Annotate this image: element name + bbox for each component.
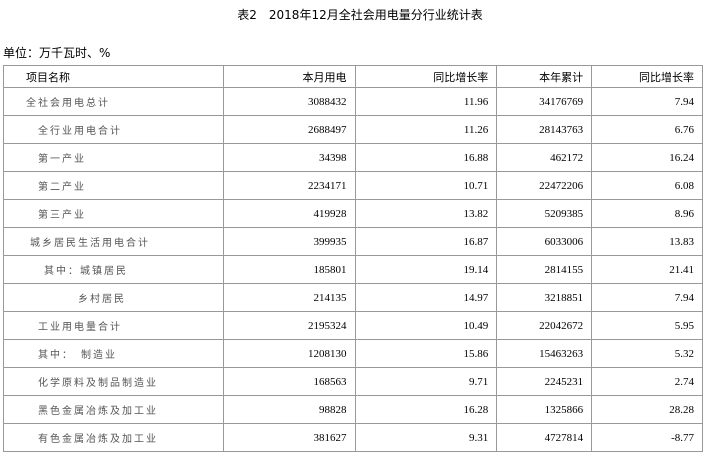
table-row: 第三产业 419928 13.82 5209385 8.96 <box>3 199 703 228</box>
table-row: 其中：城镇居民 185801 19.14 2814155 21.41 <box>3 255 703 284</box>
cell: 2245231 <box>496 367 593 396</box>
row-label: 工业用电量合计 <box>3 311 224 340</box>
header-row: 项目名称 本月用电 同比增长率 本年累计 同比增长率 <box>3 65 703 88</box>
cell: 399935 <box>222 227 356 256</box>
table-head: 项目名称 本月用电 同比增长率 本年累计 同比增长率 <box>3 65 703 88</box>
cell: 7.94 <box>591 283 703 312</box>
cell: 34398 <box>222 143 356 172</box>
cell: 462172 <box>496 143 593 172</box>
row-label: 城乡居民生活用电合计 <box>3 227 224 256</box>
cell: 15.86 <box>354 339 498 368</box>
table-row: 工业用电量合计 2195324 10.49 22042672 5.95 <box>3 311 703 340</box>
cell: 3218851 <box>496 283 593 312</box>
cell: 22472206 <box>496 171 593 200</box>
row-label: 有色金属冶炼及加工业 <box>3 423 224 452</box>
cell: 2195324 <box>222 311 356 340</box>
cell: 5.32 <box>591 339 703 368</box>
cell: 7.94 <box>591 87 703 116</box>
table-row: 黑色金属冶炼及加工业 98828 16.28 1325866 28.28 <box>3 395 703 424</box>
title: 表2 2018年12月全社会用电量分行业统计表 <box>237 8 483 22</box>
cell: 14.97 <box>354 283 498 312</box>
cell: 2.74 <box>591 367 703 396</box>
cell: 2234171 <box>222 171 356 200</box>
row-label: 第二产业 <box>3 171 224 200</box>
cell: 15463263 <box>496 339 593 368</box>
cell: 2688497 <box>222 115 356 144</box>
column-header: 同比增长率 <box>354 65 498 88</box>
cell: 16.24 <box>591 143 703 172</box>
cell: 13.82 <box>354 199 498 228</box>
cell: 381627 <box>222 423 356 452</box>
cell: 2814155 <box>496 255 593 284</box>
row-label: 化学原料及制品制造业 <box>3 367 224 396</box>
cell: 6.76 <box>591 115 703 144</box>
cell: 16.88 <box>354 143 498 172</box>
row-label: 全行业用电合计 <box>3 115 224 144</box>
cell: 11.96 <box>354 87 498 116</box>
cell: 11.26 <box>354 115 498 144</box>
cell: 98828 <box>222 395 356 424</box>
cell: 34176769 <box>496 87 593 116</box>
cell: 5.95 <box>591 311 703 340</box>
cell: 5209385 <box>496 199 593 228</box>
table-row: 城乡居民生活用电合计 399935 16.87 6033006 13.83 <box>3 227 703 256</box>
cell: 16.28 <box>354 395 498 424</box>
unit-label: 单位：万千瓦时、% <box>3 46 111 60</box>
table-row: 乡村居民 214135 14.97 3218851 7.94 <box>3 283 703 312</box>
row-label: 乡村居民 <box>3 283 224 312</box>
cell: 214135 <box>222 283 356 312</box>
cell: -8.77 <box>591 423 703 452</box>
cell: 22042672 <box>496 311 593 340</box>
row-label: 第三产业 <box>3 199 224 228</box>
table-row: 第二产业 2234171 10.71 22472206 6.08 <box>3 171 703 200</box>
cell: 10.71 <box>354 171 498 200</box>
cell: 1325866 <box>496 395 593 424</box>
column-header: 本月用电 <box>222 65 356 88</box>
table-row: 化学原料及制品制造业 168563 9.71 2245231 2.74 <box>3 367 703 396</box>
cell: 16.87 <box>354 227 498 256</box>
cell: 28.28 <box>591 395 703 424</box>
table-row: 第一产业 34398 16.88 462172 16.24 <box>3 143 703 172</box>
cell: 10.49 <box>354 311 498 340</box>
column-header: 本年累计 <box>496 65 593 88</box>
table-row: 其中： 制造业 1208130 15.86 15463263 5.32 <box>3 339 703 368</box>
column-header: 项目名称 <box>3 65 224 88</box>
table: 项目名称 本月用电 同比增长率 本年累计 同比增长率 全社会用电总计 3088432 11.… <box>3 65 703 452</box>
cell: 21.41 <box>591 255 703 284</box>
cell: 19.14 <box>354 255 498 284</box>
row-label: 黑色金属冶炼及加工业 <box>3 395 224 424</box>
cell: 4727814 <box>496 423 593 452</box>
cell: 6033006 <box>496 227 593 256</box>
cell: 185801 <box>222 255 356 284</box>
row-label: 其中：城镇居民 <box>3 255 224 284</box>
table-row: 全社会用电总计 3088432 11.96 34176769 7.94 <box>3 87 703 116</box>
column-header: 同比增长率 <box>591 65 703 88</box>
cell: 1208130 <box>222 339 356 368</box>
table-body: 全社会用电总计 3088432 11.96 34176769 7.94 全行业用电合计 26… <box>3 87 703 452</box>
row-label: 全社会用电总计 <box>3 87 224 116</box>
cell: 9.31 <box>354 423 498 452</box>
cell: 13.83 <box>591 227 703 256</box>
table-row: 全行业用电合计 2688497 11.26 28143763 6.76 <box>3 115 703 144</box>
cell: 9.71 <box>354 367 498 396</box>
table-row: 有色金属冶炼及加工业 381627 9.31 4727814 -8.77 <box>3 423 703 452</box>
cell: 419928 <box>222 199 356 228</box>
row-label: 第一产业 <box>3 143 224 172</box>
row-label: 其中： 制造业 <box>3 339 224 368</box>
cell: 28143763 <box>496 115 593 144</box>
cell: 3088432 <box>222 87 356 116</box>
cell: 6.08 <box>591 171 703 200</box>
cell: 8.96 <box>591 199 703 228</box>
cell: 168563 <box>222 367 356 396</box>
